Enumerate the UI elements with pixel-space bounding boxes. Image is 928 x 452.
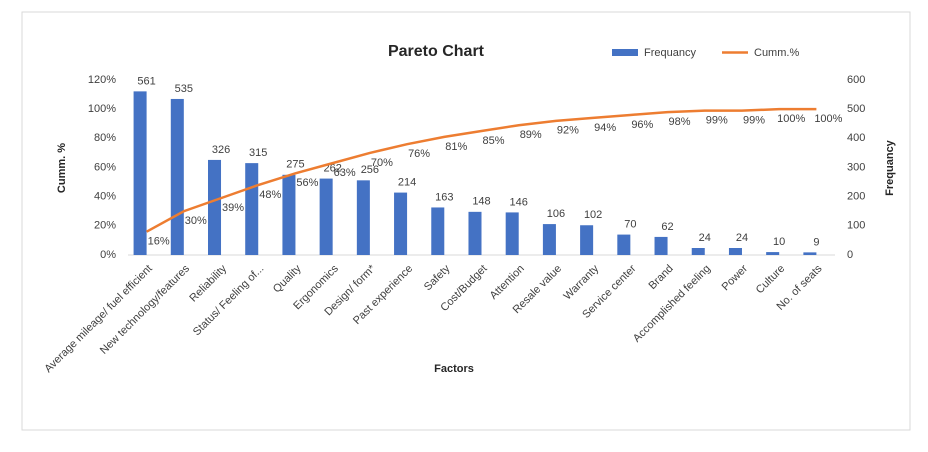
bar-value-label: 561 [137,75,155,87]
line-value-label: 56% [296,177,318,189]
bar [245,163,259,255]
line-value-label: 94% [594,122,616,134]
bar-value-label: 24 [736,232,748,244]
bar-value-label: 214 [398,176,416,188]
bar-value-label: 62 [661,221,673,233]
bar [617,234,631,255]
line-value-label: 99% [706,115,728,127]
bar-value-label: 106 [547,208,565,220]
line-value-label: 39% [222,202,244,214]
y2-tick-label: 400 [847,132,865,144]
line [146,107,817,233]
bar [580,225,594,255]
line-value-label: 63% [334,167,356,179]
y2-tick-label: 600 [847,74,865,86]
bar-value-label: 146 [510,196,528,208]
line-value-label: 16% [148,236,170,248]
line-value-label: 48% [259,189,281,201]
line-value-label: 30% [185,215,207,227]
bar [133,91,147,255]
bar [505,212,519,255]
x-axis-title: Factors [434,363,474,375]
chart-border [21,11,911,431]
line-value-label: 92% [557,125,579,137]
bar-value-label: 256 [361,164,379,176]
line-value-label: 98% [669,116,691,128]
y2-tick-label: 200 [847,191,865,203]
bar [170,98,184,255]
line-value-label: 96% [631,119,653,131]
bar-value-label: 275 [286,159,304,171]
bar [468,211,482,255]
y2-tick-label: 500 [847,103,865,115]
bar [282,174,296,255]
y2-tick-label: 100 [847,220,865,232]
line-value-label: 81% [445,141,467,153]
bar [728,248,742,255]
bar-value-label: 70 [624,218,636,230]
bar [803,252,817,255]
bar-value-label: 10 [773,236,785,248]
line-value-label: 70% [371,157,393,169]
legend-swatch [612,49,638,56]
chart-title: Pareto Chart [388,43,485,60]
bar [542,224,556,255]
y2-axis-title: Frequancy [884,139,896,196]
legend-label: Cumm.% [754,47,799,59]
line-value-label: 89% [520,129,542,141]
bar [766,252,780,255]
bar-value-label: 9 [813,236,819,248]
bar-value-label: 315 [249,147,267,159]
line-value-label: 85% [482,135,504,147]
y-tick-label: 40% [94,191,116,203]
bar-value-label: 535 [175,83,193,95]
bar [691,248,705,255]
y-tick-label: 120% [88,74,116,86]
bar-value-label: 326 [212,144,230,156]
line-value-label: 100% [777,113,805,125]
bar-value-label: 24 [699,232,711,244]
y-tick-label: 100% [88,103,116,115]
bar [394,192,408,255]
y-tick-label: 20% [94,220,116,232]
y-tick-label: 80% [94,132,116,144]
bar-value-label: 163 [435,191,453,203]
y2-tick-label: 300 [847,161,865,173]
y-axis-title: Cumm. % [56,143,68,193]
line-value-label: 76% [408,148,430,160]
line-value-label: 100% [814,113,842,125]
y-tick-label: 60% [94,161,116,173]
bar-value-label: 148 [472,196,490,208]
bar [319,178,333,255]
y2-tick-label: 0 [847,249,853,261]
legend-label: Frequancy [644,47,696,59]
bar [208,159,222,255]
bar [654,236,668,255]
bar [431,207,445,255]
bar [356,180,370,255]
line-value-label: 99% [743,115,765,127]
y-tick-label: 0% [100,249,116,261]
bar-value-label: 102 [584,209,602,221]
